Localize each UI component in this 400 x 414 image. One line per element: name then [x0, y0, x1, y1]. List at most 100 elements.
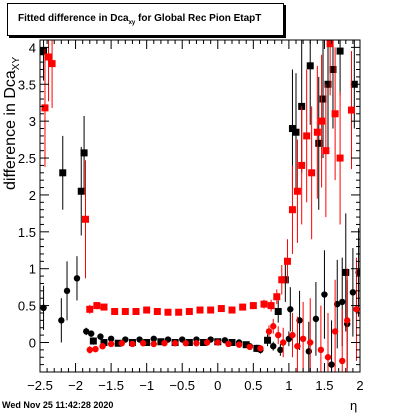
x-tick-label: −1 — [139, 378, 154, 393]
data-point-square — [267, 302, 275, 310]
data-point-square — [132, 308, 140, 316]
data-point-circle — [305, 348, 312, 355]
x-tick-label: 0.5 — [244, 378, 262, 393]
data-point-square — [100, 303, 108, 311]
data-point-square — [114, 339, 122, 347]
data-point-square — [86, 305, 94, 313]
data-point-square — [217, 305, 225, 313]
data-point-square — [185, 308, 193, 316]
data-point-square — [242, 341, 250, 349]
title-box: Fitted difference in Dcaxy for Global Re… — [7, 3, 284, 36]
data-point-circle — [312, 315, 320, 323]
data-point-circle — [277, 346, 284, 354]
data-point-circle — [331, 328, 339, 335]
data-point-square — [303, 132, 311, 140]
data-point-square — [249, 302, 257, 310]
data-point-square — [185, 338, 193, 346]
y-tick-label: 3 — [29, 114, 36, 129]
data-point-square — [264, 336, 272, 344]
data-point-circle — [73, 275, 81, 282]
data-point-circle — [270, 323, 277, 330]
data-point-circle — [321, 291, 328, 298]
x-tick-label: 2 — [356, 378, 363, 393]
data-point-circle — [307, 339, 314, 346]
data-point-circle — [129, 340, 136, 348]
chart-title-suffix: for Global Rec Pion EtapT — [135, 13, 262, 24]
data-point-square — [315, 139, 323, 147]
data-point-square — [200, 338, 208, 346]
data-point-square — [336, 47, 344, 55]
y-tick-label: 4 — [29, 40, 36, 55]
data-point-circle — [161, 340, 168, 347]
data-point-square — [293, 187, 301, 195]
data-point-circle — [280, 339, 287, 346]
data-point-circle — [296, 317, 303, 324]
data-point-square — [48, 60, 56, 68]
chart-title-prefix: Fitted difference in Dca — [18, 13, 129, 24]
data-point-square — [253, 344, 261, 352]
data-point-square — [157, 338, 165, 346]
y-tick-label: 1.5 — [18, 225, 36, 240]
data-point-circle — [118, 340, 125, 347]
y-tick-label: 0.5 — [18, 299, 36, 314]
data-point-circle — [150, 340, 157, 348]
data-point-square — [89, 337, 97, 345]
y-axis-label: difference in DcaXY — [2, 57, 22, 190]
data-point-circle — [289, 331, 296, 339]
data-point-square — [228, 338, 236, 346]
data-point-square — [196, 306, 204, 314]
data-point-square — [298, 161, 306, 169]
x-tick-label: 0 — [214, 378, 221, 393]
data-point-square — [228, 306, 236, 314]
data-point-square — [319, 95, 327, 103]
data-point-square — [175, 308, 183, 316]
data-point-circle — [328, 361, 335, 368]
data-point-square — [45, 53, 53, 61]
data-point-square — [283, 257, 291, 265]
data-point-circle — [353, 306, 360, 313]
y-tick-label: 3.5 — [18, 77, 36, 92]
data-point-circle — [193, 340, 200, 347]
y-axis-label-main: difference in Dca — [2, 70, 19, 190]
y-tick-label: 2.5 — [18, 151, 36, 166]
data-point-circle — [270, 342, 277, 350]
data-point-square — [281, 276, 289, 284]
data-point-circle — [97, 333, 104, 340]
data-point-circle — [88, 330, 95, 337]
data-point-square — [292, 128, 300, 136]
y-tick-label: 0 — [29, 335, 36, 350]
x-axis-label: η — [350, 398, 358, 413]
y-tick-label: 2 — [29, 188, 36, 203]
chart-title-subscript: xy — [128, 20, 136, 26]
data-point-circle — [92, 345, 99, 353]
data-point-square — [111, 308, 119, 316]
data-point-square — [273, 293, 281, 301]
data-point-square — [308, 169, 316, 177]
data-point-circle — [203, 339, 211, 346]
x-tick-label: −0.5 — [169, 378, 195, 393]
data-point-circle — [99, 342, 106, 350]
data-point-circle — [40, 304, 47, 312]
data-point-square — [331, 110, 339, 118]
data-point-square — [82, 215, 90, 223]
data-point-circle — [246, 343, 253, 351]
data-point-square — [313, 128, 321, 136]
data-point-circle — [287, 306, 294, 313]
x-tick-label: 1.5 — [315, 378, 333, 393]
data-point-square — [121, 308, 129, 316]
data-point-square — [143, 306, 151, 314]
data-point-circle — [58, 317, 65, 324]
data-point-circle — [294, 342, 301, 350]
chart-title: Fitted difference in Dcaxy for Global Re… — [18, 13, 261, 26]
data-point-square — [306, 62, 314, 70]
data-point-square — [329, 66, 337, 74]
data-point-square — [342, 268, 350, 276]
data-point-circle — [86, 346, 93, 354]
data-point-circle — [83, 328, 90, 335]
timestamp: Wed Nov 25 11:42:28 2020 — [2, 400, 114, 410]
data-point-square — [274, 308, 282, 316]
data-point-square — [164, 308, 172, 316]
data-point-circle — [349, 289, 357, 296]
data-point-circle — [334, 300, 341, 308]
